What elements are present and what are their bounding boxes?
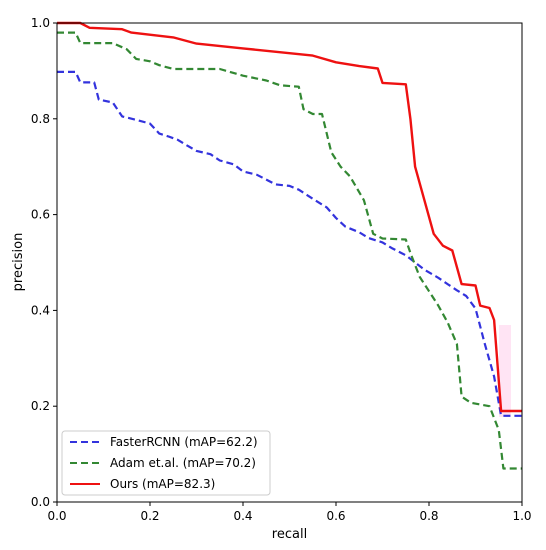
x-axis-label: recall [272, 527, 307, 542]
y-tick-label: 0.0 [31, 495, 50, 509]
series-layer [57, 21, 522, 470]
y-tick-label: 0.6 [31, 208, 50, 222]
y-tick-label: 0.2 [31, 399, 50, 413]
legend-label-fasterrcnn: FasterRCNN (mAP=62.2) [110, 435, 258, 449]
series-line-ours [57, 21, 522, 413]
x-tick-label: 0.2 [140, 509, 159, 523]
y-tick-label: 1.0 [31, 16, 50, 30]
x-tick-label: 0.8 [419, 509, 438, 523]
y-axis-label: precision [11, 233, 26, 292]
legend-label-ours: Ours (mAP=82.3) [110, 477, 215, 491]
x-tick-label: 1.0 [512, 509, 531, 523]
plot-frame [56, 22, 523, 503]
y-axis-ticks: 0.0 0.2 0.4 0.6 0.8 1.0 [31, 16, 57, 509]
y-tick-label: 0.4 [31, 303, 50, 317]
confidence-band [499, 325, 511, 417]
x-tick-label: 0.0 [47, 509, 66, 523]
legend-label-adam: Adam et.al. (mAP=70.2) [110, 456, 256, 470]
x-axis-ticks: 0.0 0.2 0.4 0.6 0.8 1.0 [47, 502, 532, 523]
x-tick-label: 0.4 [233, 509, 252, 523]
legend: FasterRCNN (mAP=62.2) Adam et.al. (mAP=7… [61, 430, 271, 496]
series-line-adam [57, 31, 522, 470]
legend-box [61, 430, 271, 496]
series-line-fasterrcnn [57, 70, 522, 417]
y-tick-label: 0.8 [31, 112, 50, 126]
x-tick-label: 0.6 [326, 509, 345, 523]
